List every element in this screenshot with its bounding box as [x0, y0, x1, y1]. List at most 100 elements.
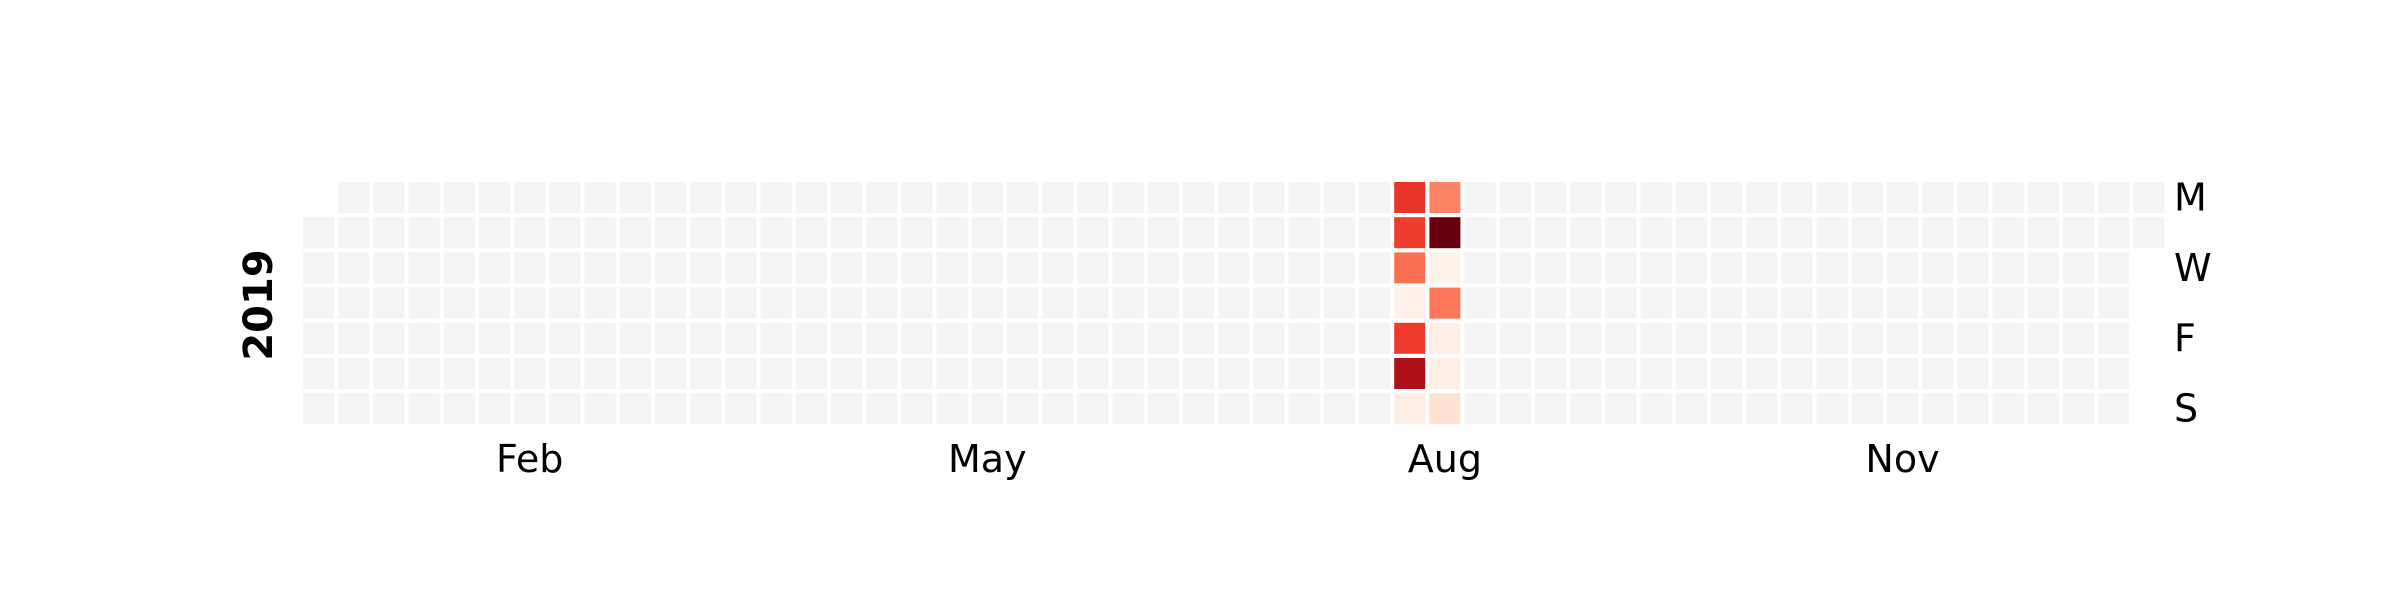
day-cell: [1288, 322, 1320, 354]
day-cell: [1711, 252, 1742, 284]
day-cell: [1042, 252, 1074, 284]
day-cell: [1992, 393, 2024, 425]
day-cell: [1464, 182, 1496, 213]
day-cell: [408, 358, 440, 389]
day-cell: [1218, 322, 1250, 354]
day-cell: [303, 287, 334, 319]
day-cell: [1570, 358, 1602, 389]
day-cell: [866, 252, 898, 284]
day-cell: [1112, 287, 1144, 319]
day-cell: [725, 287, 757, 319]
day-cell: [1288, 182, 1320, 213]
day-cell: [1851, 287, 1883, 319]
day-cell: [1288, 217, 1320, 249]
day-cell: [1499, 358, 1531, 389]
day-cell: [1007, 322, 1038, 354]
day-cell: [514, 287, 546, 319]
day-cell: [866, 393, 898, 425]
day-cell: [936, 393, 968, 425]
day-cell: [1077, 322, 1109, 354]
day-cell: [1535, 182, 1566, 213]
day-cell: [1746, 182, 1778, 213]
day-cell: [1499, 393, 1531, 425]
day-cell: [1851, 182, 1883, 213]
day-cell: [1535, 393, 1566, 425]
day-cell: [1042, 393, 1074, 425]
day-cell: [831, 393, 862, 425]
day-cell: [1323, 217, 1355, 249]
day-cell: [373, 393, 405, 425]
day-cell: [1922, 217, 1954, 249]
day-cell: [1147, 393, 1179, 425]
day-cell: [479, 182, 510, 213]
day-cell: [690, 182, 722, 213]
day-cell: [619, 287, 651, 319]
day-cell: [866, 322, 898, 354]
day-cell: [1323, 393, 1355, 425]
day-cell: [795, 287, 827, 319]
day-cell: [971, 322, 1003, 354]
day-cell: [655, 182, 686, 213]
day-cell: [2063, 393, 2094, 425]
day-cell: [584, 393, 616, 425]
day-cell: [655, 252, 686, 284]
day-cell: [1429, 322, 1461, 354]
day-cell: [514, 358, 546, 389]
day-cell: [1429, 393, 1461, 425]
day-cell: [1992, 252, 2024, 284]
day-cell: [1816, 358, 1848, 389]
day-cell: [1675, 393, 1707, 425]
month-label: May: [948, 437, 1027, 481]
day-cell: [338, 252, 370, 284]
day-cell: [1394, 358, 1426, 389]
day-cell: [1077, 393, 1109, 425]
month-labels: Feb May Aug Nov: [496, 437, 1940, 481]
day-cell: [1957, 322, 1989, 354]
day-cell: [760, 287, 792, 319]
day-cell: [831, 287, 862, 319]
day-cell: [373, 217, 405, 249]
day-cell: [760, 182, 792, 213]
day-cell: [1323, 182, 1355, 213]
day-cell: [725, 322, 757, 354]
day-cell: [1675, 287, 1707, 319]
day-cell: [549, 252, 581, 284]
day-cell: [831, 358, 862, 389]
day-cell: [1042, 322, 1074, 354]
weekday-label: F: [2174, 316, 2196, 360]
day-cell: [760, 217, 792, 249]
day-cell: [2063, 217, 2094, 249]
day-cell: [1922, 182, 1954, 213]
day-cell: [338, 182, 370, 213]
day-cell: [1077, 287, 1109, 319]
day-cell: [1816, 182, 1848, 213]
day-cell: [619, 182, 651, 213]
day-cell: [866, 287, 898, 319]
heatmap-cells: [303, 182, 2165, 425]
day-cell: [1007, 182, 1038, 213]
day-cell: [1288, 252, 1320, 284]
day-cell: [2027, 217, 2059, 249]
day-cell: [1781, 358, 1813, 389]
day-cell: [443, 393, 475, 425]
day-cell: [936, 182, 968, 213]
day-cell: [1429, 182, 1461, 213]
day-cell: [1323, 287, 1355, 319]
day-cell: [303, 393, 334, 425]
day-cell: [1887, 252, 1918, 284]
day-cell: [936, 358, 968, 389]
day-cell: [1781, 322, 1813, 354]
day-cell: [1605, 358, 1637, 389]
day-cell: [655, 287, 686, 319]
day-cell: [479, 358, 510, 389]
day-cell: [514, 322, 546, 354]
day-cell: [1957, 182, 1989, 213]
day-cell: [1640, 252, 1672, 284]
day-cell: [1183, 287, 1214, 319]
day-cell: [655, 322, 686, 354]
day-cell: [901, 287, 933, 319]
day-cell: [1957, 358, 1989, 389]
month-label: Nov: [1865, 437, 1939, 481]
